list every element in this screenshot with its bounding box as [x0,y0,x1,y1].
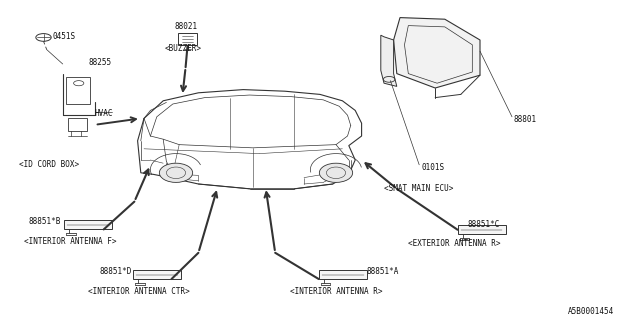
Bar [458,225,506,234]
Text: <INTERIOR ANTENNA F>: <INTERIOR ANTENNA F> [24,237,117,246]
Text: <ID CORD BOX>: <ID CORD BOX> [19,160,79,169]
Text: A5B0001454: A5B0001454 [568,307,614,316]
Text: 88255: 88255 [88,58,111,67]
Ellipse shape [319,163,353,182]
Text: <INTERIOR ANTENNA R>: <INTERIOR ANTENNA R> [290,287,383,296]
Text: HVAC: HVAC [95,109,113,118]
Polygon shape [381,35,397,86]
Text: <INTERIOR ANTENNA CTR>: <INTERIOR ANTENNA CTR> [88,287,190,296]
Text: 88851*D: 88851*D [99,267,132,276]
Text: <SMAT MAIN ECU>: <SMAT MAIN ECU> [384,184,453,193]
Bar [64,220,112,229]
Text: 0451S: 0451S [52,32,76,41]
Text: 88851*B: 88851*B [29,217,61,226]
Bar [66,77,90,104]
Polygon shape [394,18,480,88]
Text: 88801: 88801 [513,115,536,124]
Text: <EXTERIOR ANTENNA R>: <EXTERIOR ANTENNA R> [408,239,501,248]
Text: 88021: 88021 [174,22,197,31]
Ellipse shape [159,163,193,182]
Text: <BUZZER>: <BUZZER> [165,44,202,53]
Bar [133,270,181,279]
Text: 0101S: 0101S [421,163,444,172]
Text: 88851*A: 88851*A [367,267,399,276]
Text: 88851*C: 88851*C [467,220,500,229]
Bar [68,118,87,131]
Bar [178,33,197,45]
Bar [319,270,367,279]
